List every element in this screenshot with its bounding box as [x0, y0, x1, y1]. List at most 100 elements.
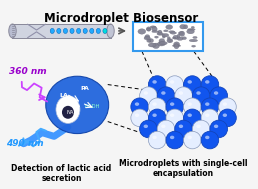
Ellipse shape [57, 28, 61, 33]
Ellipse shape [219, 109, 236, 127]
Ellipse shape [205, 80, 209, 84]
Ellipse shape [161, 125, 166, 128]
Ellipse shape [63, 28, 68, 33]
Ellipse shape [131, 98, 148, 115]
Ellipse shape [172, 45, 181, 47]
Ellipse shape [196, 125, 201, 128]
Ellipse shape [170, 113, 174, 117]
Ellipse shape [170, 136, 174, 139]
Ellipse shape [175, 120, 192, 138]
Ellipse shape [157, 120, 175, 138]
Ellipse shape [179, 125, 183, 128]
Ellipse shape [140, 120, 157, 138]
Ellipse shape [148, 109, 166, 127]
Ellipse shape [219, 98, 236, 115]
Ellipse shape [184, 25, 188, 29]
Ellipse shape [50, 28, 54, 33]
Ellipse shape [192, 87, 210, 105]
Ellipse shape [140, 87, 157, 105]
Ellipse shape [183, 131, 201, 149]
Ellipse shape [166, 98, 183, 115]
Ellipse shape [189, 39, 198, 42]
Text: NADH: NADH [84, 104, 100, 109]
Ellipse shape [166, 109, 183, 127]
Ellipse shape [188, 136, 192, 139]
Ellipse shape [152, 102, 157, 106]
Ellipse shape [192, 120, 210, 138]
Ellipse shape [144, 91, 148, 95]
Ellipse shape [155, 36, 158, 38]
Ellipse shape [107, 24, 114, 38]
Ellipse shape [175, 87, 192, 105]
Ellipse shape [210, 120, 228, 138]
Ellipse shape [157, 87, 175, 105]
Ellipse shape [147, 28, 151, 31]
Ellipse shape [166, 25, 173, 29]
Ellipse shape [177, 34, 180, 38]
Ellipse shape [179, 91, 183, 95]
Ellipse shape [144, 125, 148, 128]
Ellipse shape [205, 113, 209, 117]
Ellipse shape [152, 113, 157, 117]
Ellipse shape [191, 26, 194, 28]
Ellipse shape [161, 91, 166, 95]
Ellipse shape [201, 131, 219, 149]
Ellipse shape [170, 102, 174, 106]
Ellipse shape [166, 131, 183, 149]
Ellipse shape [210, 87, 228, 105]
Ellipse shape [152, 136, 157, 139]
Ellipse shape [146, 27, 151, 31]
Text: 490 nm: 490 nm [6, 139, 44, 148]
Ellipse shape [183, 76, 201, 93]
Text: LA: LA [60, 93, 69, 98]
Ellipse shape [135, 113, 139, 117]
Ellipse shape [168, 39, 173, 43]
Text: Microdroplet Biosensor: Microdroplet Biosensor [44, 12, 198, 25]
Ellipse shape [193, 36, 197, 39]
Ellipse shape [148, 131, 166, 149]
Ellipse shape [144, 36, 150, 40]
Ellipse shape [187, 29, 194, 34]
Ellipse shape [170, 80, 174, 84]
Ellipse shape [196, 91, 201, 95]
Ellipse shape [62, 106, 74, 119]
Ellipse shape [135, 102, 139, 106]
Ellipse shape [162, 34, 165, 38]
Ellipse shape [170, 32, 176, 34]
Ellipse shape [83, 28, 87, 33]
Ellipse shape [131, 109, 148, 127]
Ellipse shape [178, 32, 184, 35]
Ellipse shape [157, 33, 163, 35]
Ellipse shape [167, 37, 170, 39]
Ellipse shape [164, 30, 168, 32]
Ellipse shape [152, 27, 157, 31]
Text: 360 nm: 360 nm [9, 67, 46, 76]
Ellipse shape [183, 109, 201, 127]
Ellipse shape [183, 98, 201, 115]
Bar [133, 22, 203, 51]
Ellipse shape [148, 76, 166, 93]
Ellipse shape [90, 28, 94, 33]
Text: NAD: NAD [67, 110, 78, 115]
Ellipse shape [205, 102, 209, 106]
Ellipse shape [166, 76, 183, 93]
Ellipse shape [180, 24, 186, 29]
Ellipse shape [158, 30, 162, 35]
Ellipse shape [162, 33, 169, 37]
Ellipse shape [150, 26, 156, 28]
Ellipse shape [205, 136, 209, 139]
Bar [12, 24, 110, 38]
Ellipse shape [159, 39, 165, 43]
Ellipse shape [172, 37, 176, 39]
Ellipse shape [214, 125, 218, 128]
Ellipse shape [70, 28, 74, 33]
Ellipse shape [167, 38, 171, 43]
Ellipse shape [174, 42, 180, 47]
Ellipse shape [201, 109, 219, 127]
Text: Detection of lactic acid
secretion: Detection of lactic acid secretion [11, 164, 112, 184]
Ellipse shape [152, 43, 159, 49]
Ellipse shape [103, 28, 107, 33]
Ellipse shape [138, 29, 146, 34]
Ellipse shape [223, 113, 227, 117]
Ellipse shape [174, 44, 179, 49]
